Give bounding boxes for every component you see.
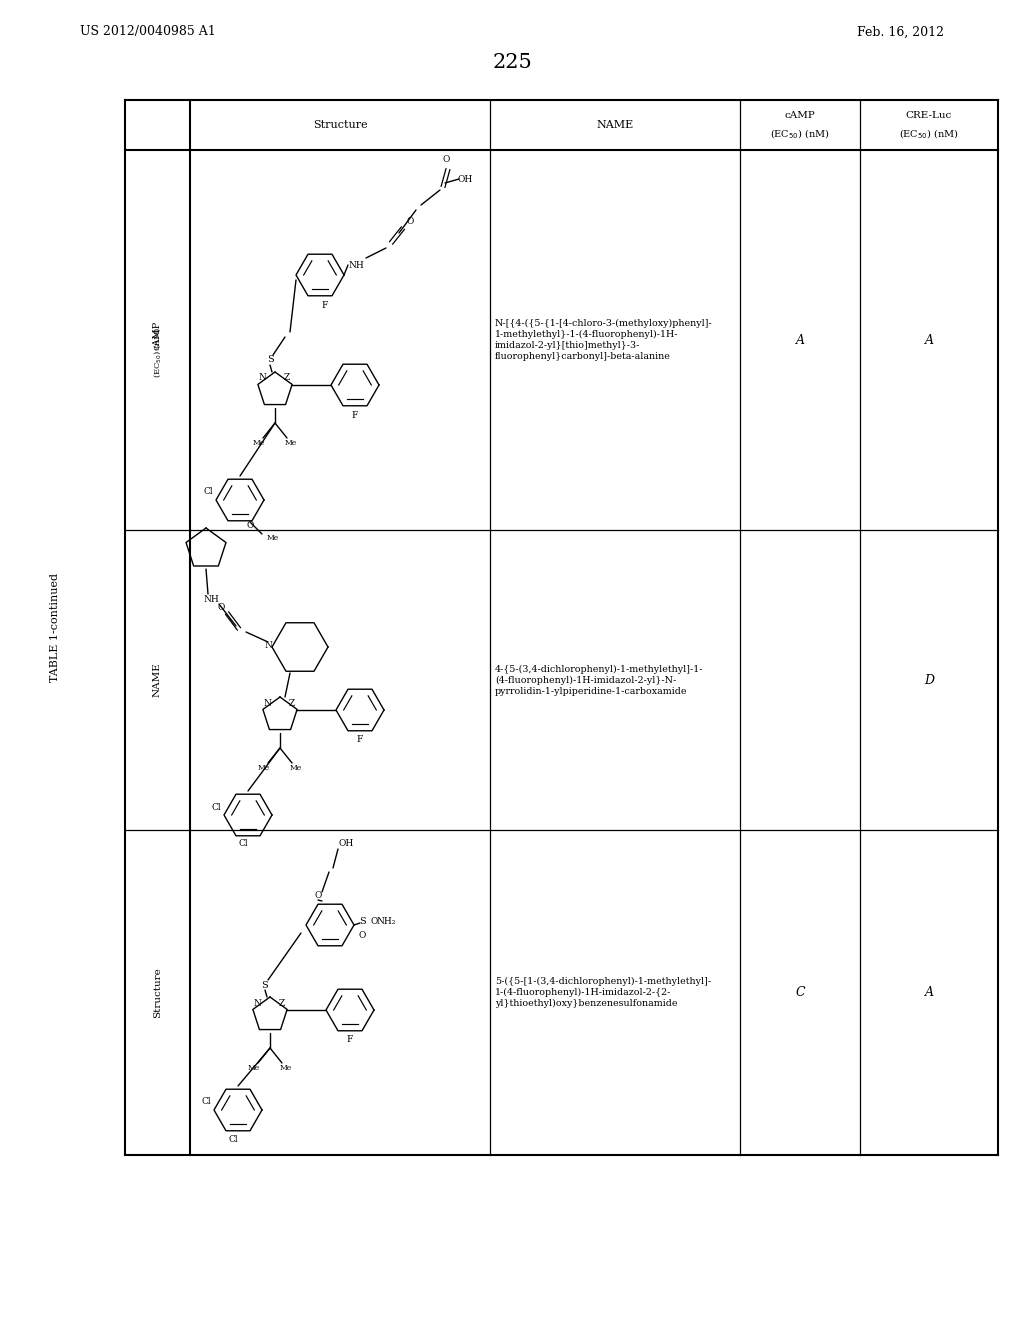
Text: O: O [407,216,414,226]
Text: 4-{5-(3,4-dichlorophenyl)-1-methylethyl]-1-: 4-{5-(3,4-dichlorophenyl)-1-methylethyl]… [495,664,703,673]
Text: CRE-Luc: CRE-Luc [906,111,952,120]
Text: O: O [442,154,450,164]
Text: D: D [924,673,934,686]
Text: (EC$_{50}$) (nM): (EC$_{50}$) (nM) [152,326,163,378]
Text: NAME: NAME [596,120,634,129]
Text: A: A [796,334,805,346]
Text: Cl: Cl [203,487,213,496]
Text: Feb. 16, 2012: Feb. 16, 2012 [857,25,944,38]
Text: 1-(4-fluorophenyl)-1H-imidazol-2-{2-: 1-(4-fluorophenyl)-1H-imidazol-2-{2- [495,987,672,997]
Text: S: S [358,916,366,925]
Text: fluorophenyl}carbonyl]-beta-alanine: fluorophenyl}carbonyl]-beta-alanine [495,352,671,360]
Text: Me: Me [280,1064,292,1072]
Text: F: F [322,301,328,309]
Text: Me: Me [258,764,270,772]
Text: F: F [347,1035,353,1044]
Text: NH₂: NH₂ [376,916,395,925]
Text: Me: Me [290,764,302,772]
Text: Me: Me [267,535,280,543]
Text: OH: OH [338,838,353,847]
Text: pyrrolidin-1-ylpiperidine-1-carboxamide: pyrrolidin-1-ylpiperidine-1-carboxamide [495,686,687,696]
Text: Structure: Structure [312,120,368,129]
Text: Z: Z [289,698,295,708]
Text: Me: Me [253,440,265,447]
Text: US 2012/0040985 A1: US 2012/0040985 A1 [80,25,216,38]
Text: Cl: Cl [211,803,221,812]
Text: A: A [925,986,934,999]
Text: S: S [266,355,273,364]
Text: yl}thioethyl)oxy}benzenesulfonamide: yl}thioethyl)oxy}benzenesulfonamide [495,999,678,1008]
Text: O: O [247,521,254,531]
Text: imidazol-2-yl}[thio]methyl}-3-: imidazol-2-yl}[thio]methyl}-3- [495,341,640,350]
Text: N: N [263,698,271,708]
Text: O: O [358,931,366,940]
Text: O: O [371,916,378,925]
Text: 1-methylethyl}-1-(4-fluorophenyl)-1H-: 1-methylethyl}-1-(4-fluorophenyl)-1H- [495,330,679,339]
Text: Me: Me [248,1064,260,1072]
Text: O: O [314,891,322,900]
Text: N: N [264,640,272,649]
Text: OH: OH [458,174,473,183]
Text: Structure: Structure [153,968,162,1018]
Text: N: N [253,998,261,1007]
Text: (4-fluorophenyl)-1H-imidazol-2-yl}-N-: (4-fluorophenyl)-1H-imidazol-2-yl}-N- [495,676,676,685]
Text: cAMP: cAMP [153,321,162,350]
Text: Z: Z [284,374,290,383]
Text: cAMP: cAMP [784,111,815,120]
Text: Cl: Cl [201,1097,211,1106]
Text: F: F [352,411,358,420]
Text: Z: Z [279,998,285,1007]
Text: C: C [796,986,805,999]
Text: (EC$_{50}$) (nM): (EC$_{50}$) (nM) [899,127,958,141]
Text: Me: Me [285,440,297,447]
Text: 225: 225 [493,53,531,71]
Text: 5-({5-[1-(3,4-dichlorophenyl)-1-methylethyl]-: 5-({5-[1-(3,4-dichlorophenyl)-1-methylet… [495,977,711,986]
Text: Cl: Cl [228,1134,238,1143]
Text: NH: NH [348,260,364,269]
Text: A: A [925,334,934,346]
Text: N: N [258,374,266,383]
Text: O: O [217,602,224,611]
Text: NAME: NAME [153,663,162,697]
Text: Cl: Cl [239,840,248,849]
Text: NH: NH [203,594,219,603]
Text: F: F [356,735,364,744]
Text: TABLE 1-continued: TABLE 1-continued [50,573,60,682]
Text: (EC$_{50}$) (nM): (EC$_{50}$) (nM) [770,127,829,141]
Text: N-[{4-({5-{1-[4-chloro-3-(methyloxy)phenyl]-: N-[{4-({5-{1-[4-chloro-3-(methyloxy)phen… [495,319,713,329]
Text: S: S [261,981,268,990]
